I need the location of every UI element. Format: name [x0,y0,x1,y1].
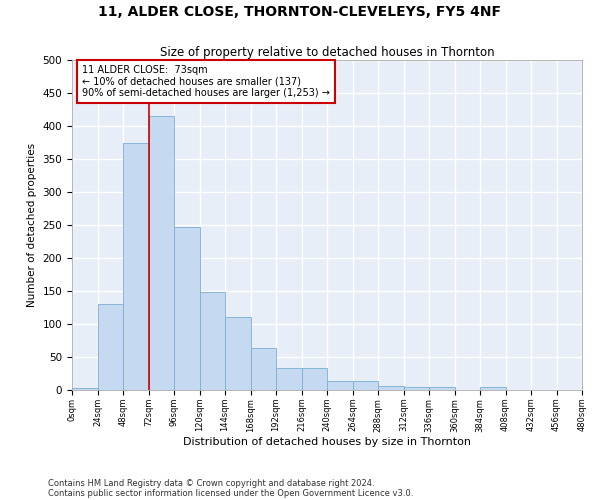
Bar [353,381,378,390]
Bar [149,116,174,390]
Bar [199,292,225,390]
Bar [429,386,455,390]
Text: Contains HM Land Registry data © Crown copyright and database right 2024.: Contains HM Land Registry data © Crown c… [48,478,374,488]
Bar [174,227,199,390]
Bar [72,388,97,390]
Text: 11 ALDER CLOSE:  73sqm
← 10% of detached houses are smaller (137)
90% of semi-de: 11 ALDER CLOSE: 73sqm ← 10% of detached … [82,65,330,98]
Text: Contains public sector information licensed under the Open Government Licence v3: Contains public sector information licen… [48,488,413,498]
Bar [276,368,302,390]
Y-axis label: Number of detached properties: Number of detached properties [27,143,37,307]
Bar [123,142,149,390]
Bar [378,386,404,390]
X-axis label: Distribution of detached houses by size in Thornton: Distribution of detached houses by size … [183,437,471,447]
Bar [225,318,251,390]
Title: Size of property relative to detached houses in Thornton: Size of property relative to detached ho… [160,46,494,59]
Bar [404,386,429,390]
Bar [251,348,276,390]
Bar [97,304,123,390]
Bar [480,386,505,390]
Text: 11, ALDER CLOSE, THORNTON-CLEVELEYS, FY5 4NF: 11, ALDER CLOSE, THORNTON-CLEVELEYS, FY5… [98,5,502,19]
Bar [302,368,327,390]
Bar [327,381,353,390]
